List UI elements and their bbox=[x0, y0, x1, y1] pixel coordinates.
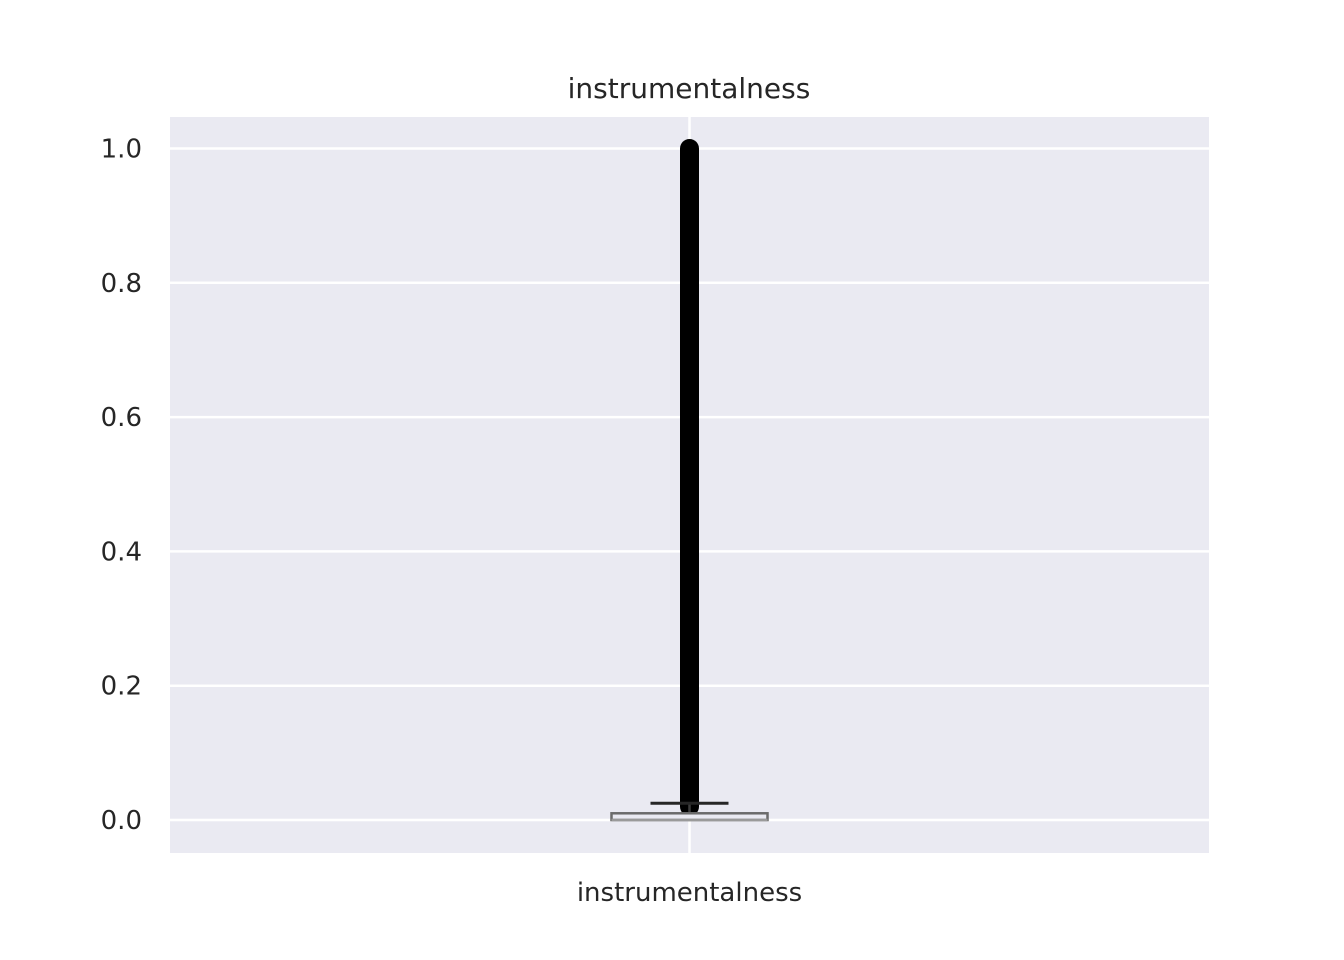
y-tick-label: 0.4 bbox=[101, 537, 142, 567]
boxes bbox=[610, 139, 769, 822]
x-tick-label: instrumentalness bbox=[577, 878, 802, 908]
chart-title: instrumentalness bbox=[568, 72, 811, 105]
x-axis: instrumentalness bbox=[577, 878, 802, 908]
y-tick-label: 0.2 bbox=[101, 672, 142, 702]
box-instrumentalness bbox=[610, 139, 769, 822]
y-axis: 0.0 0.2 0.4 0.6 0.8 1.0 bbox=[101, 135, 142, 837]
y-tick-label: 0.6 bbox=[101, 403, 142, 433]
y-tick-label: 0.8 bbox=[101, 269, 142, 299]
y-tick-label: 0.0 bbox=[101, 806, 142, 836]
y-tick-label: 1.0 bbox=[101, 135, 142, 165]
